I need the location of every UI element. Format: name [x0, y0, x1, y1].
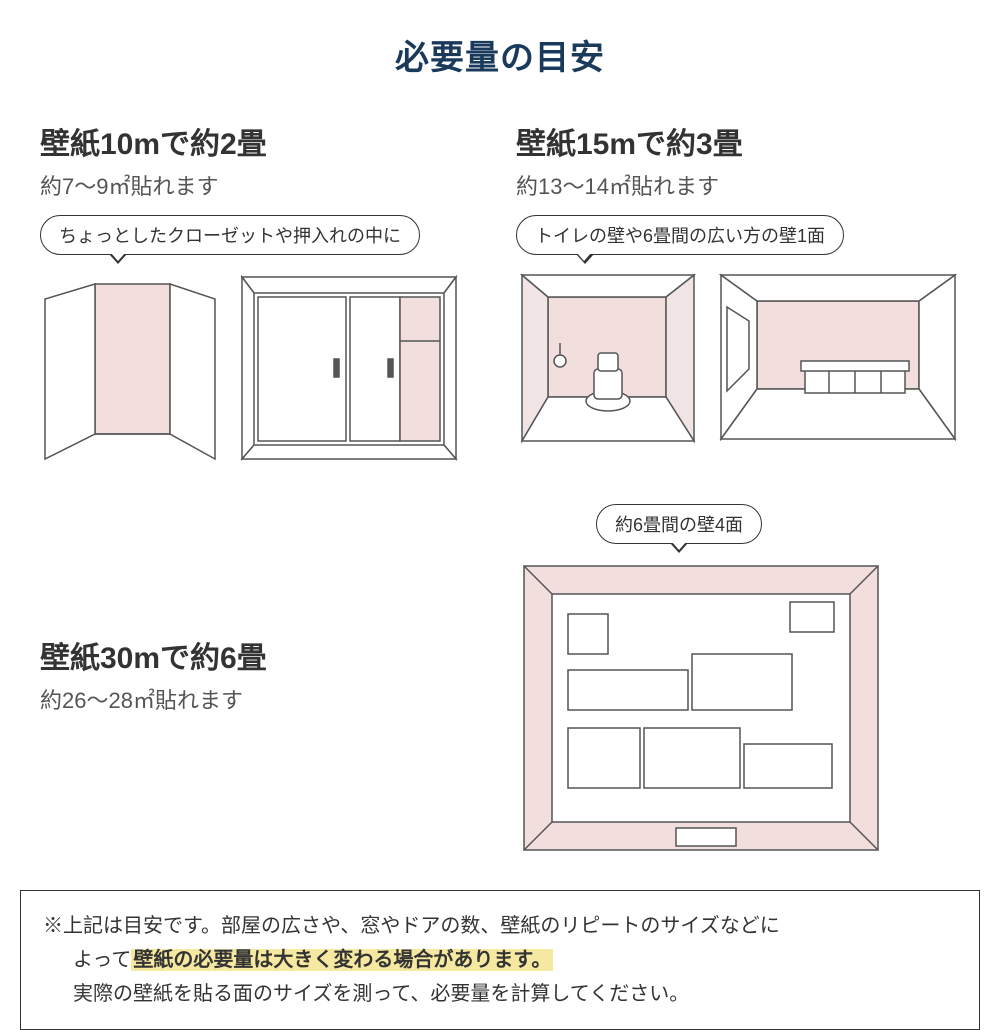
room-one-wall-icon — [715, 269, 960, 464]
card-10m-speech: ちょっとしたクローゼットや押入れの中に — [40, 215, 420, 255]
sliding-closet-icon — [234, 269, 464, 464]
room-top-view-icon — [516, 558, 886, 858]
closet-open-icon — [40, 269, 220, 464]
note-line-1: ※上記は目安です。部屋の広さや、窓やドアの数、壁紙のリピートのサイズなどに — [43, 909, 957, 943]
card-15m-speech: トイレの壁や6畳間の広い方の壁1面 — [516, 215, 844, 255]
card-10m: 壁紙10mで約2畳 約7～9㎡貼れます ちょっとしたクローゼットや押入れの中に — [40, 119, 466, 464]
note-line-2-pre: よって — [73, 949, 131, 971]
card-15m: 壁紙15mで約3畳 約13～14㎡貼れます トイレの壁や6畳間の広い方の壁1面 — [516, 119, 960, 464]
note-line-3: 実際の壁紙を貼る面のサイズを測って、必要量を計算してください。 — [43, 977, 957, 1011]
toilet-room-icon — [516, 269, 701, 464]
note-box: ※上記は目安です。部屋の広さや、窓やドアの数、壁紙のリピートのサイズなどに よっ… — [20, 890, 980, 1030]
card-10m-title: 壁紙10mで約2畳 — [40, 119, 466, 163]
card-30m: 壁紙30mで約6畳 約26～28㎡貼れます — [40, 633, 466, 729]
card-15m-sub: 約13～14㎡貼れます — [516, 169, 960, 201]
card-15m-title: 壁紙15mで約3畳 — [516, 119, 960, 163]
note-line-2: よって壁紙の必要量は大きく変わる場合があります。 — [43, 943, 957, 977]
cards-grid: 壁紙10mで約2畳 約7～9㎡貼れます ちょっとしたクローゼットや押入れの中に — [0, 79, 1000, 878]
card-30m-illustration: 約6畳間の壁4面 — [516, 504, 960, 858]
card-30m-title: 壁紙30mで約6畳 — [40, 633, 466, 677]
card-10m-sub: 約7～9㎡貼れます — [40, 169, 466, 201]
card-30m-sub: 約26～28㎡貼れます — [40, 683, 466, 715]
page-title: 必要量の目安 — [0, 0, 1000, 79]
note-highlight: 壁紙の必要量は大きく変わる場合があります。 — [131, 949, 553, 971]
card-30m-speech: 約6畳間の壁4面 — [596, 504, 762, 544]
